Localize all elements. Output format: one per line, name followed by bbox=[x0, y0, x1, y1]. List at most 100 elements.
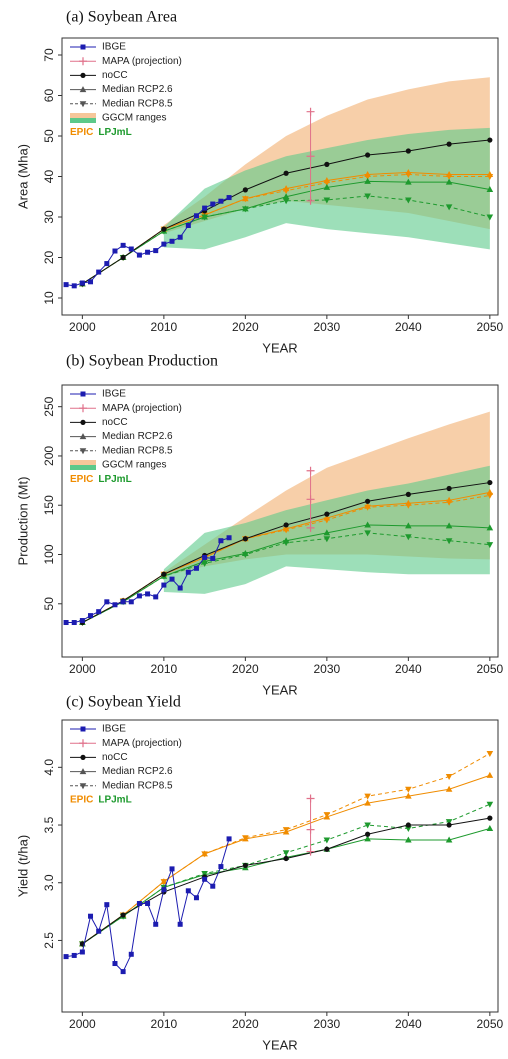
median-line-point bbox=[160, 879, 168, 886]
series-line-point bbox=[169, 238, 175, 244]
series-line-point bbox=[283, 855, 289, 862]
plot-frame bbox=[61, 384, 499, 658]
series-line-point bbox=[128, 599, 134, 605]
median-line-point bbox=[486, 214, 494, 221]
series-line-point bbox=[210, 883, 216, 889]
median-line-point bbox=[242, 206, 249, 213]
series-line-point bbox=[120, 242, 126, 248]
series-line-point bbox=[71, 952, 77, 958]
series-line-point bbox=[185, 888, 191, 894]
y-tick-label: 4.0 bbox=[42, 759, 56, 776]
median-line-point bbox=[445, 836, 453, 843]
x-tick-label: 2050 bbox=[476, 662, 503, 676]
y-tick-label: 2.5 bbox=[42, 932, 56, 949]
series-line-point bbox=[365, 831, 371, 837]
plot-frame bbox=[61, 719, 499, 1013]
series-line-point bbox=[226, 195, 232, 201]
median-line-point bbox=[282, 188, 290, 195]
series-line-point bbox=[193, 895, 199, 901]
median-line-point bbox=[486, 771, 494, 778]
median-line bbox=[82, 828, 490, 945]
series-line-point bbox=[153, 248, 159, 254]
legend-symbol bbox=[79, 57, 87, 66]
series-line-point bbox=[128, 951, 134, 957]
median-line-point bbox=[323, 180, 331, 187]
model-label: LPJmL bbox=[98, 127, 131, 138]
y-axis-label: Production (Mt) bbox=[15, 477, 30, 566]
series-line-point bbox=[306, 495, 315, 504]
median-line-point bbox=[405, 502, 412, 509]
y-tick-label: 60 bbox=[42, 89, 56, 103]
x-tick-label: 2030 bbox=[314, 1017, 341, 1031]
series-line-point bbox=[405, 148, 411, 154]
series-line-point bbox=[185, 569, 191, 575]
median-line-point bbox=[364, 177, 371, 184]
median-line-point bbox=[364, 521, 371, 528]
median-line-point bbox=[323, 812, 331, 819]
series-line-point bbox=[161, 241, 167, 247]
median-line-point bbox=[405, 197, 412, 204]
median-line-point bbox=[242, 196, 249, 203]
median-line-point bbox=[486, 185, 494, 192]
median-line-point bbox=[201, 871, 208, 878]
x-tick-label: 2050 bbox=[476, 1017, 503, 1031]
series-line-point bbox=[120, 599, 126, 605]
legend-label: IBGE bbox=[102, 724, 126, 735]
model-label: EPIC bbox=[70, 795, 93, 806]
x-axis-label: YEAR bbox=[262, 1037, 297, 1052]
series-line-point bbox=[79, 949, 85, 955]
model-label: LPJmL bbox=[98, 795, 131, 806]
median-line-point bbox=[364, 835, 371, 842]
y-axis-label: Area (Mha) bbox=[15, 144, 30, 209]
x-tick-label: 2050 bbox=[476, 320, 503, 334]
legend-label: Median RCP8.5 bbox=[102, 445, 173, 456]
median-line bbox=[82, 195, 490, 285]
median-line-point bbox=[282, 827, 290, 834]
y-tick-label: 150 bbox=[42, 495, 56, 515]
x-tick-label: 2040 bbox=[395, 662, 422, 676]
series-line-point bbox=[96, 269, 102, 275]
model-label: EPIC bbox=[70, 474, 93, 485]
series-line-point bbox=[226, 535, 232, 541]
series-line-point bbox=[487, 479, 493, 486]
legend-label: MAPA (projection) bbox=[102, 738, 182, 749]
y-tick-label: 100 bbox=[42, 544, 56, 564]
series-line-point bbox=[136, 252, 142, 258]
series-line-point bbox=[104, 599, 110, 605]
median-line-point bbox=[486, 824, 494, 831]
median-line-point bbox=[445, 522, 453, 529]
series-line-point bbox=[112, 602, 118, 608]
median-line-point bbox=[486, 542, 494, 549]
median-line-point bbox=[364, 174, 371, 180]
series-line-point bbox=[63, 282, 69, 288]
median-line-point bbox=[405, 171, 412, 178]
median-line-point bbox=[323, 529, 331, 536]
y-tick-label: 30 bbox=[42, 210, 56, 224]
median-line-point bbox=[364, 822, 371, 829]
legend-label: MAPA (projection) bbox=[102, 56, 182, 67]
legend-label: noCC bbox=[102, 70, 128, 81]
median-line-point bbox=[445, 178, 453, 185]
series-line-point bbox=[128, 246, 134, 252]
median-line-point bbox=[323, 197, 331, 204]
median-line-point bbox=[282, 198, 290, 205]
median-line-point bbox=[405, 534, 412, 541]
legend-symbol bbox=[79, 404, 87, 413]
series-line-point bbox=[112, 961, 118, 967]
series-line-point bbox=[487, 815, 493, 821]
x-tick-label: 2000 bbox=[69, 1017, 96, 1031]
x-tick-label: 2000 bbox=[69, 662, 96, 676]
legend-label: noCC bbox=[102, 417, 128, 428]
series-line-point bbox=[161, 887, 167, 893]
median-line-point bbox=[445, 204, 453, 211]
legend-symbol bbox=[79, 86, 87, 93]
legend-symbol bbox=[79, 739, 87, 748]
legend-label: GGCM ranges bbox=[102, 460, 166, 471]
panel-title: (c) Soybean Yield bbox=[66, 694, 181, 711]
series-line-point bbox=[202, 876, 208, 882]
legend-label: noCC bbox=[102, 752, 128, 763]
median-line-point bbox=[486, 801, 494, 808]
series-line-point bbox=[306, 523, 315, 532]
